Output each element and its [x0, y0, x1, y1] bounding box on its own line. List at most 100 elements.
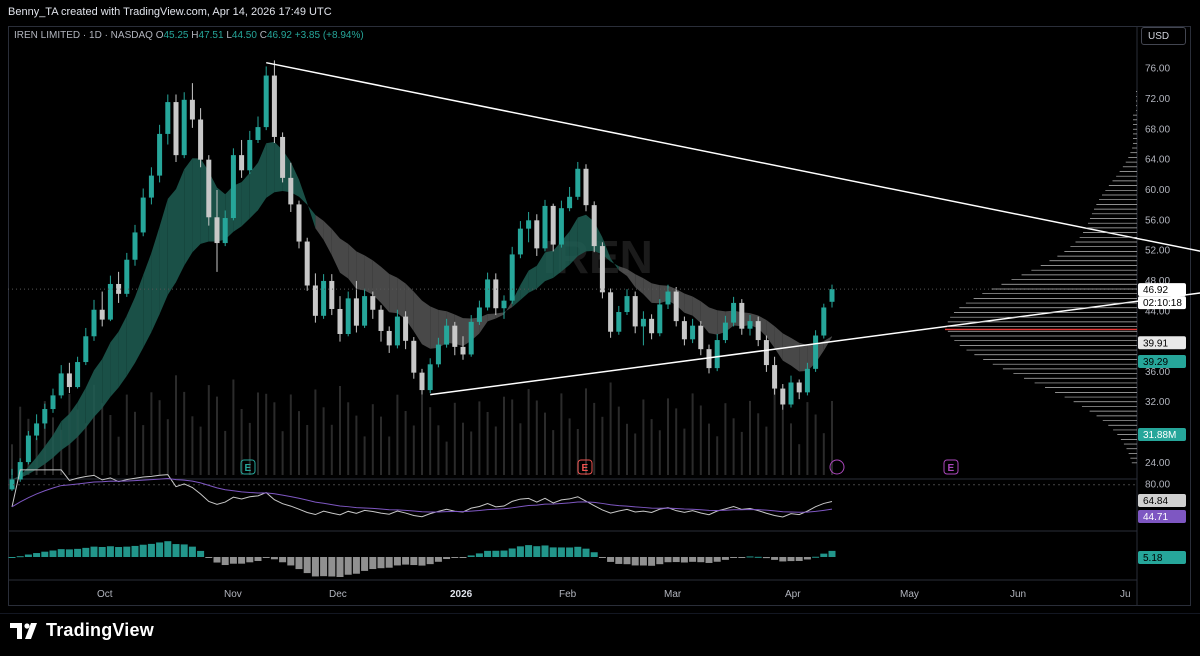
macd-bar	[533, 546, 541, 557]
candle-body	[83, 336, 89, 363]
candle-body	[189, 99, 195, 120]
candle-body	[526, 220, 532, 229]
candle-body	[239, 155, 245, 171]
candle-body	[665, 291, 671, 305]
candle-body	[107, 283, 113, 320]
macd-bar	[115, 547, 123, 557]
macd-bar	[771, 557, 779, 560]
candle-body	[58, 373, 64, 396]
volume-bar	[790, 423, 792, 475]
ribbon-segment	[610, 258, 619, 271]
macd-bar	[713, 557, 721, 562]
macd-bar	[82, 547, 90, 557]
volume-bar	[486, 412, 489, 475]
volume-bar	[248, 422, 251, 475]
macd-bar	[98, 546, 106, 557]
macd-bar	[762, 557, 770, 559]
price-tick-0: 76.00	[1145, 64, 1170, 75]
ribbon-segment	[167, 189, 176, 295]
open-value: 45.25	[163, 30, 189, 41]
dividend-icon	[829, 459, 845, 475]
time-tick-1: Nov	[224, 589, 242, 600]
macd-bar	[566, 547, 574, 557]
candle-body	[91, 309, 97, 337]
volume-bar	[527, 389, 530, 475]
candle-body	[460, 346, 466, 355]
ribbon-segment	[53, 421, 62, 458]
candle-body	[206, 159, 212, 218]
macd-bar	[754, 556, 762, 558]
ribbon-segment	[102, 342, 111, 409]
macd-bar	[16, 556, 24, 558]
volume-bar	[831, 400, 833, 475]
ribbon-segment	[651, 283, 660, 304]
ribbon-segment	[364, 255, 373, 295]
last-price-label-text: 46.92	[1143, 285, 1168, 296]
macd-bar	[402, 557, 410, 565]
ribbon-segment	[422, 300, 431, 349]
macd-bar	[180, 544, 188, 557]
candle-body	[411, 340, 417, 373]
symbol-info: IREN LIMITED · 1D · NASDAQ O45.25 H47.51…	[14, 30, 364, 41]
candle-body	[501, 300, 507, 309]
candle-body	[394, 316, 400, 346]
volume-bar	[675, 408, 678, 475]
candle-body	[452, 325, 458, 347]
candle-body	[649, 318, 655, 334]
macd-bar	[74, 548, 82, 557]
macd-bar	[664, 557, 672, 563]
volume-bar	[101, 403, 104, 475]
low-value: 44.50	[231, 30, 257, 41]
ribbon-segment	[823, 336, 832, 351]
macd-bar	[615, 557, 623, 564]
macd-bar	[336, 557, 344, 577]
volume-bar	[216, 396, 218, 475]
volume-bar	[191, 416, 194, 475]
macd-bar	[557, 547, 565, 557]
currency-selector[interactable]: USD	[1141, 27, 1186, 45]
candle-body	[165, 102, 171, 134]
candle-body	[444, 325, 450, 345]
macd-bar	[221, 557, 229, 566]
volume-bar	[158, 400, 161, 475]
countdown-label-text: 02:10:18	[1143, 298, 1182, 309]
macd-bar	[803, 557, 811, 560]
macd-bar	[328, 557, 336, 577]
volume-bar	[306, 425, 309, 475]
rsi-ma-label: 44.71	[1138, 510, 1186, 523]
macd-bar	[287, 557, 295, 566]
candle-body	[42, 409, 48, 424]
ribbon-segment	[766, 320, 775, 349]
volume-bar	[347, 402, 350, 475]
rsi-ma-line	[11, 477, 833, 513]
macd-bar	[41, 551, 49, 557]
volume-bar	[298, 411, 300, 475]
candle-body	[591, 205, 597, 247]
ribbon-segment	[709, 307, 718, 335]
symbol-name: IREN LIMITED · 1D · NASDAQ	[14, 30, 153, 41]
macd-label: 5.18	[1138, 551, 1186, 564]
ribbon-segment	[430, 306, 439, 349]
ribbon-segment	[799, 342, 808, 372]
volume-bar	[585, 388, 587, 475]
macd-bar	[697, 557, 705, 563]
volume-bar	[716, 436, 719, 475]
tradingview-logo[interactable]: TradingView	[10, 620, 154, 641]
volume-bar	[544, 412, 546, 475]
ribbon-segment	[504, 301, 513, 315]
volume-bar	[125, 394, 128, 475]
macd-bar	[820, 553, 828, 557]
attribution-text: Benny_TA created with TradingView.com, A…	[8, 6, 332, 18]
rsi-line	[11, 469, 833, 518]
volume-bar	[35, 437, 38, 475]
candle-body	[99, 309, 105, 320]
volume-bar	[609, 382, 612, 475]
macd-bar	[205, 557, 213, 558]
volume-bar	[445, 441, 448, 475]
macd-bar	[320, 557, 328, 577]
candle-body	[435, 344, 441, 365]
price-chart[interactable]: IREN76.0072.0068.0064.0060.0056.0052.004…	[0, 0, 1200, 613]
candle-body	[534, 220, 540, 249]
macd-bar	[197, 550, 205, 557]
macd-bar	[123, 546, 131, 557]
